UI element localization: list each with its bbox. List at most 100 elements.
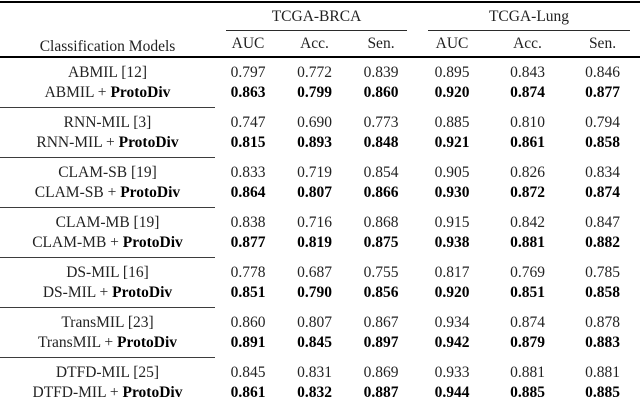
metric-value-cell: 0.807 — [297, 313, 332, 331]
metric-value-cell: 0.866 — [363, 184, 399, 202]
metric-value-cell: 0.882 — [585, 234, 620, 252]
metric-value-cell: 0.863 — [230, 84, 266, 102]
table-row: ABMIL [12] 0.797 0.772 0.839 0.895 0.843… — [0, 57, 640, 83]
protodiv-label: ProtoDiv — [122, 234, 183, 251]
metric-value-cell: 0.833 — [230, 163, 266, 181]
table-row: CLAM-MB [19] 0.838 0.716 0.868 0.915 0.8… — [0, 208, 640, 234]
protodiv-label: ProtoDiv — [117, 334, 178, 351]
model-name-cell: DTFD-MIL + ProtoDiv — [0, 383, 215, 407]
metric-value-cell: 0.860 — [363, 84, 399, 102]
metric-value-cell: 0.874 — [585, 184, 620, 202]
model-name-cell: CLAM-SB + ProtoDiv — [0, 183, 215, 208]
model-name-cell: CLAM-MB + ProtoDiv — [0, 233, 215, 258]
group-header-tcga-lung-label: TCGA-Lung — [428, 8, 631, 31]
model-name-prefix: RNN-MIL + — [36, 134, 119, 151]
table-row: RNN-MIL [3] 0.747 0.690 0.773 0.885 0.81… — [0, 108, 640, 134]
table-body: ABMIL [12] 0.797 0.772 0.839 0.895 0.843… — [0, 57, 640, 407]
table-row: DTFD-MIL [25] 0.845 0.831 0.869 0.933 0.… — [0, 358, 640, 384]
metric-value-cell: 0.887 — [363, 384, 399, 401]
table-row: TransMIL [23] 0.860 0.807 0.867 0.934 0.… — [0, 308, 640, 334]
metric-value-cell: 0.878 — [585, 313, 620, 331]
metric-value-cell: 0.944 — [434, 384, 470, 401]
metric-value-cell: 0.716 — [297, 213, 332, 231]
metric-value-cell: 0.851 — [230, 284, 266, 302]
model-name-cell: CLAM-MB [19] — [55, 214, 160, 231]
metric-value-cell: 0.874 — [510, 313, 545, 331]
table-header-row-metrics: AUC Acc. Sen. AUC Acc. Sen. — [0, 31, 640, 58]
column-header-brca-auc: AUC — [215, 31, 281, 58]
metric-value-cell: 0.861 — [510, 134, 545, 152]
column-header-brca-sen: Sen. — [348, 31, 414, 58]
metric-value-cell: 0.773 — [363, 113, 399, 131]
model-name-cell: TransMIL + ProtoDiv — [0, 333, 215, 358]
table-row: TransMIL + ProtoDiv 0.891 0.845 0.897 0.… — [0, 333, 640, 358]
table-row: CLAM-SB [19] 0.833 0.719 0.854 0.905 0.8… — [0, 158, 640, 184]
metric-value-cell: 0.846 — [585, 64, 620, 81]
column-header-lung-acc: Acc. — [490, 31, 565, 58]
model-name-cell: RNN-MIL [3] — [63, 114, 152, 131]
metric-value-cell: 0.799 — [297, 84, 332, 102]
metric-value-cell: 0.867 — [363, 313, 399, 331]
model-name-cell: TransMIL [23] — [61, 314, 154, 331]
metric-value-cell: 0.832 — [297, 384, 332, 401]
metric-value-cell: 0.747 — [230, 113, 266, 131]
metric-value-cell: 0.719 — [297, 163, 332, 181]
model-name-cell: ABMIL + ProtoDiv — [0, 83, 215, 108]
table-header-row-groups: Classification Models TCGA-BRCA TCGA-Lun… — [0, 2, 640, 58]
metric-value-cell: 0.860 — [230, 313, 266, 331]
metric-value-cell: 0.826 — [510, 163, 545, 181]
model-name-cell: ABMIL [12] — [67, 64, 148, 81]
metric-value-cell: 0.920 — [434, 84, 470, 102]
table-row: DS-MIL [16] 0.778 0.687 0.755 0.817 0.76… — [0, 258, 640, 284]
metric-value-cell: 0.885 — [585, 384, 620, 401]
metric-value-cell: 0.930 — [434, 184, 470, 202]
column-header-models: Classification Models — [0, 2, 215, 58]
metric-value-cell: 0.905 — [434, 163, 470, 181]
metric-value-cell: 0.848 — [363, 134, 399, 152]
model-name-prefix: TransMIL + — [37, 334, 118, 351]
table-row: ABMIL + ProtoDiv 0.863 0.799 0.860 0.920… — [0, 83, 640, 108]
table-row: DTFD-MIL + ProtoDiv 0.861 0.832 0.887 0.… — [0, 383, 640, 407]
protodiv-label: ProtoDiv — [118, 134, 179, 151]
metric-value-cell: 0.785 — [585, 263, 620, 281]
model-name-prefix: ABMIL + — [44, 84, 111, 101]
model-name-prefix: DTFD-MIL + — [32, 384, 123, 401]
protodiv-label: ProtoDiv — [122, 384, 183, 401]
protodiv-label: ProtoDiv — [120, 184, 181, 201]
metric-value-cell: 0.817 — [434, 263, 470, 281]
metric-value-cell: 0.831 — [297, 363, 332, 381]
metric-value-cell: 0.690 — [297, 113, 332, 131]
metric-value-cell: 0.895 — [434, 64, 470, 81]
model-name-prefix: CLAM-SB + — [34, 184, 121, 201]
metric-value-cell: 0.851 — [510, 284, 545, 302]
metric-value-cell: 0.834 — [585, 163, 620, 181]
column-header-lung-sen: Sen. — [565, 31, 640, 58]
metric-value-cell: 0.938 — [434, 234, 470, 252]
metric-value-cell: 0.868 — [363, 213, 399, 231]
metric-value-cell: 0.843 — [510, 64, 545, 81]
metric-value-cell: 0.847 — [585, 213, 620, 231]
metric-value-cell: 0.893 — [297, 134, 332, 152]
metric-value-cell: 0.687 — [297, 263, 332, 281]
table-row: CLAM-MB + ProtoDiv 0.877 0.819 0.875 0.9… — [0, 233, 640, 258]
protodiv-label: ProtoDiv — [110, 84, 171, 101]
protodiv-label: ProtoDiv — [112, 284, 173, 301]
metric-value-cell: 0.845 — [297, 334, 332, 352]
table-row: CLAM-SB + ProtoDiv 0.864 0.807 0.866 0.9… — [0, 183, 640, 208]
table-header: Classification Models TCGA-BRCA TCGA-Lun… — [0, 2, 640, 58]
table-row: DS-MIL + ProtoDiv 0.851 0.790 0.856 0.92… — [0, 283, 640, 308]
metric-value-cell: 0.942 — [434, 334, 470, 352]
metric-value-cell: 0.778 — [230, 263, 266, 281]
model-name-cell: RNN-MIL + ProtoDiv — [0, 133, 215, 158]
metric-value-cell: 0.879 — [510, 334, 545, 352]
metric-value-cell: 0.858 — [585, 134, 620, 152]
metric-value-cell: 0.921 — [434, 134, 470, 152]
metric-value-cell: 0.869 — [363, 363, 399, 381]
metric-value-cell: 0.885 — [434, 113, 470, 131]
metric-value-cell: 0.794 — [585, 113, 620, 131]
metric-value-cell: 0.877 — [230, 234, 266, 252]
metric-value-cell: 0.933 — [434, 363, 470, 381]
metric-value-cell: 0.861 — [230, 384, 266, 401]
metric-value-cell: 0.885 — [510, 384, 545, 401]
